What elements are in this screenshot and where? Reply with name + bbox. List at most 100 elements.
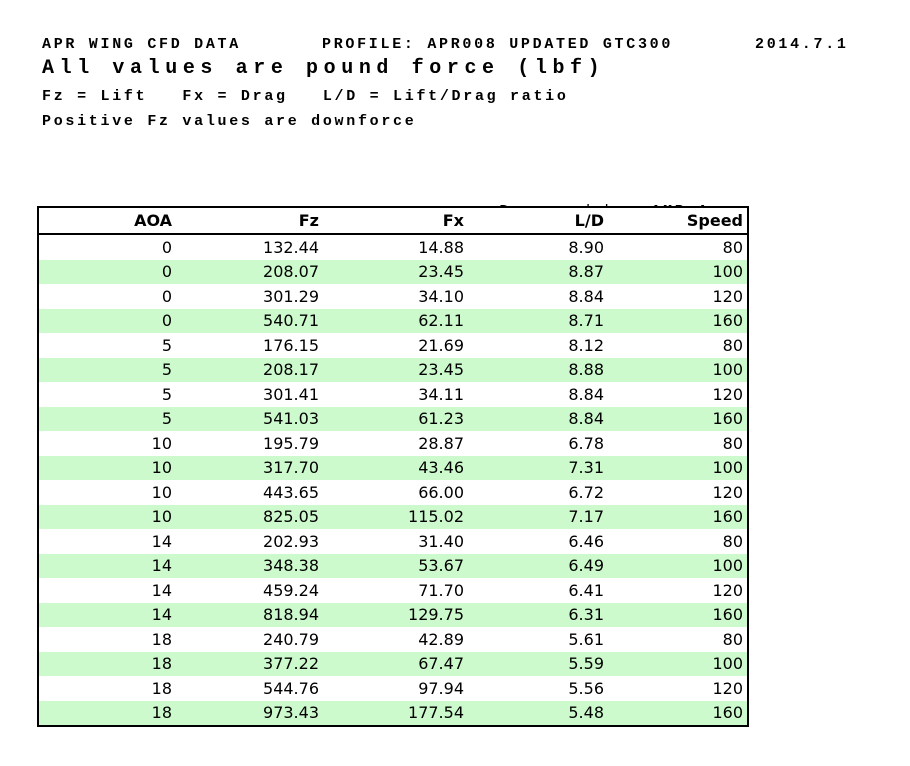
table-cell: 7.31	[568, 458, 604, 478]
table-cell: 8.71	[568, 311, 604, 331]
table-cell: 14	[151, 580, 172, 600]
table-row: 0 132.44 14.88 8.90 80	[38, 234, 748, 260]
table-cell: 160	[712, 703, 743, 723]
table-cell: 301.41	[263, 384, 319, 404]
table-cell: 208.17	[263, 360, 319, 380]
table-cell: 80	[722, 433, 743, 453]
table-cell: 443.65	[263, 482, 319, 502]
table-cell: 6.41	[568, 580, 604, 600]
table-cell: 71.70	[418, 580, 464, 600]
table-cell: 240.79	[263, 629, 319, 649]
table-cell: 0	[161, 311, 172, 331]
table-cell: 317.70	[263, 458, 319, 478]
table-cell: 66.00	[418, 482, 464, 502]
table-cell: 5	[161, 384, 172, 404]
table-header-row: AOA Fz Fx L/D Speed	[38, 207, 748, 235]
table-cell: 160	[712, 311, 743, 331]
table-cell: 8.84	[568, 286, 604, 306]
table-cell: 818.94	[263, 605, 319, 625]
table-cell: 100	[712, 262, 743, 282]
column-header-fz: Fz	[176, 207, 323, 235]
table-cell: 208.07	[263, 262, 319, 282]
table-cell: 14	[151, 605, 172, 625]
table-cell: 18	[151, 703, 172, 723]
table-cell: 8.87	[568, 262, 604, 282]
table-cell: 120	[712, 678, 743, 698]
table-cell: 80	[722, 237, 743, 257]
table-cell: 195.79	[263, 433, 319, 453]
table-cell: 5.48	[568, 703, 604, 723]
table-cell: 377.22	[263, 654, 319, 674]
table-cell: 7.17	[568, 507, 604, 527]
table-cell: 18	[151, 629, 172, 649]
table-cell: 6.78	[568, 433, 604, 453]
table-cell: 348.38	[263, 556, 319, 576]
table-cell: 120	[712, 580, 743, 600]
table-cell: 459.24	[263, 580, 319, 600]
column-header-fx: Fx	[323, 207, 468, 235]
table-cell: 6.72	[568, 482, 604, 502]
table-cell: 5.59	[568, 654, 604, 674]
table-cell: 80	[722, 335, 743, 355]
table-cell: 34.10	[418, 286, 464, 306]
table-cell: 10	[151, 433, 172, 453]
table-cell: 10	[151, 482, 172, 502]
table-cell: 5	[161, 335, 172, 355]
table-cell: 8.90	[568, 237, 604, 257]
table-row: 18 240.79 42.89 5.61 80	[38, 627, 748, 652]
table-cell: 53.67	[418, 556, 464, 576]
table-cell: 132.44	[263, 237, 319, 257]
table-cell: 8.88	[568, 360, 604, 380]
table-cell: 23.45	[418, 262, 464, 282]
table-cell: 8.12	[568, 335, 604, 355]
table-cell: 31.40	[418, 531, 464, 551]
table-cell: 160	[712, 605, 743, 625]
table-header: AOA Fz Fx L/D Speed	[38, 207, 748, 235]
table-cell: 973.43	[263, 703, 319, 723]
table-row: 18 973.43 177.54 5.48 160	[38, 700, 748, 726]
table-cell: 6.46	[568, 531, 604, 551]
table-cell: 10	[151, 507, 172, 527]
table-row: 5 301.41 34.11 8.84 120	[38, 382, 748, 407]
header-line-1: APR WING CFD DATA PROFILE: APR008 UPDATE…	[42, 36, 872, 56]
table-cell: 6.49	[568, 556, 604, 576]
table-cell: 825.05	[263, 507, 319, 527]
table-cell: 544.76	[263, 678, 319, 698]
table-row: 10 443.65 66.00 6.72 120	[38, 480, 748, 505]
table-cell: 28.87	[418, 433, 464, 453]
table-row: 5 208.17 23.45 8.88 100	[38, 357, 748, 382]
table-cell: 97.94	[418, 678, 464, 698]
table-cell: 100	[712, 556, 743, 576]
legend-note: Fz = Lift Fx = Drag L/D = Lift/Drag rati…	[42, 88, 569, 105]
table-row: 14 818.94 129.75 6.31 160	[38, 602, 748, 627]
table-row: 18 377.22 67.47 5.59 100	[38, 651, 748, 676]
table-cell: 176.15	[263, 335, 319, 355]
doc-title: APR WING CFD DATA	[42, 36, 241, 53]
table-cell: 129.75	[408, 605, 464, 625]
table-cell: 0	[161, 262, 172, 282]
table-row: 14 348.38 53.67 6.49 100	[38, 553, 748, 578]
table-cell: 5	[161, 409, 172, 429]
table-row: 5 541.03 61.23 8.84 160	[38, 406, 748, 431]
table-cell: 120	[712, 384, 743, 404]
table-cell: 160	[712, 507, 743, 527]
table-cell: 0	[161, 237, 172, 257]
table-cell: 8.84	[568, 409, 604, 429]
table-cell: 100	[712, 458, 743, 478]
table-body: 0 132.44 14.88 8.90 80 0 208.07 23.45 8.87 100 0 30…	[38, 234, 748, 726]
table-row: 0 540.71 62.11 8.71 160	[38, 308, 748, 333]
table-cell: 115.02	[408, 507, 464, 527]
table-cell: 42.89	[418, 629, 464, 649]
table-cell: 5	[161, 360, 172, 380]
table-cell: 8.84	[568, 384, 604, 404]
table-cell: 540.71	[263, 311, 319, 331]
table-cell: 67.47	[418, 654, 464, 674]
table-cell: 120	[712, 286, 743, 306]
table-cell: 120	[712, 482, 743, 502]
column-header-l-d: L/D	[468, 207, 608, 235]
table-cell: 6.31	[568, 605, 604, 625]
table-cell: 100	[712, 654, 743, 674]
date-label: 2014.7.1	[755, 36, 849, 53]
table-cell: 5.56	[568, 678, 604, 698]
table-cell: 21.69	[418, 335, 464, 355]
